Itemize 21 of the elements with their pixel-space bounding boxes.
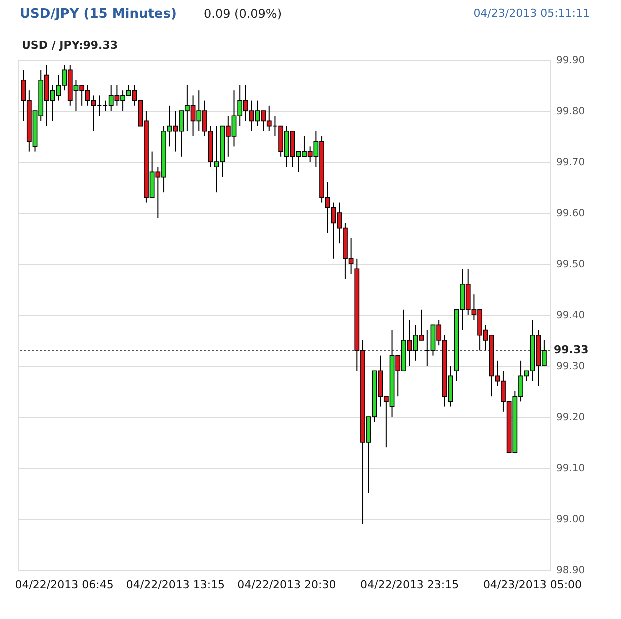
y-tick-label: 99.10 — [556, 464, 586, 474]
y-tick-label: 99.80 — [556, 106, 586, 118]
chart-title: USD/JPY (15 Minutes) — [20, 7, 177, 22]
text: 04/23/2013 05:11:11 — [474, 7, 590, 20]
y-tick-label: 98.90 — [556, 566, 586, 576]
text: USD / JPY:99.33 — [22, 39, 118, 52]
x-tick-label: 04/22/2013 06:45 — [15, 578, 114, 592]
y-tick-label: 99.70 — [556, 158, 586, 168]
y-tick-label: 99.40 — [556, 310, 586, 322]
x-tick-label: 04/23/2013 05:00 — [483, 578, 582, 592]
y-tick-label: 99.30 — [556, 362, 586, 372]
y-tick-label: 99.90 — [556, 56, 586, 66]
y-tick-label: 99.50 — [556, 260, 586, 270]
y-tick-label: 99.00 — [556, 514, 586, 526]
chart-subtitle: 0.09 (0.09%) — [204, 7, 282, 21]
y-tick-label: 99.20 — [556, 412, 586, 424]
ref-line-label: 99.33 — [554, 344, 589, 357]
x-tick-label: 04/22/2013 20:30 — [238, 578, 336, 592]
x-tick-label: 04/22/2013 13:15 — [126, 578, 226, 592]
y-tick-label: 99.60 — [556, 208, 586, 220]
x-tick-label: 04/22/2013 23:15 — [360, 578, 460, 592]
